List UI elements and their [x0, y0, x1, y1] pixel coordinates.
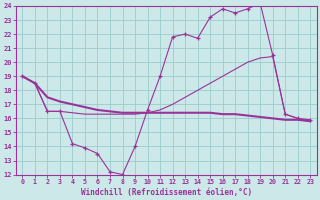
X-axis label: Windchill (Refroidissement éolien,°C): Windchill (Refroidissement éolien,°C): [81, 188, 252, 197]
